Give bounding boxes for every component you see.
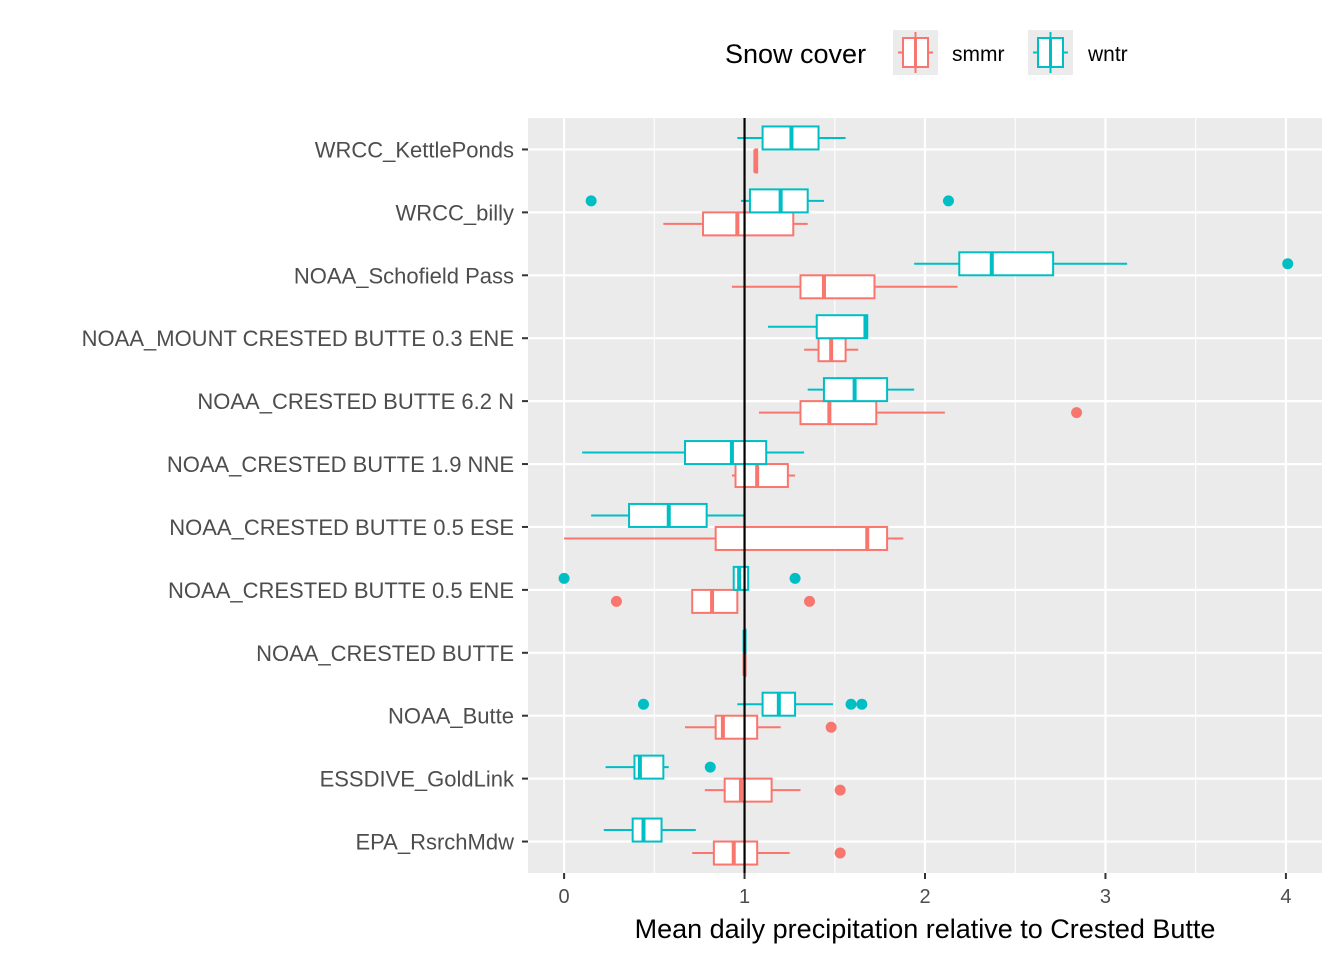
outlier-point [585,195,597,207]
box-wntr [768,314,869,340]
outlier-point [825,721,837,733]
outlier-point [834,784,846,796]
outlier-point [789,572,801,584]
box-smmr [731,274,958,300]
box-smmr [684,714,837,740]
box-iqr [799,400,878,426]
x-tick-label: 0 [559,886,570,908]
outlier-point [834,847,846,859]
outlier-point [845,698,857,710]
y-tick-label: NOAA_CRESTED BUTTE 6.2 N [197,389,514,414]
box-iqr [723,777,773,803]
outlier-point [704,761,716,773]
box-smmr [753,148,759,174]
outlier-point [1282,258,1294,270]
legend-key-wntr [1028,30,1073,75]
y-tick-label: EPA_RsrchMdw [355,830,514,855]
legend-key-smmr [893,30,938,75]
box-smmr [663,211,808,237]
box-iqr [691,588,739,614]
box-smmr [692,840,846,866]
box-wntr [807,377,915,403]
box-iqr [702,211,795,237]
box-wntr [603,817,696,843]
outlier-point [558,572,570,584]
box-iqr [799,274,876,300]
box-wntr [914,251,1294,277]
box-smmr [610,588,816,614]
box-iqr [815,314,869,340]
x-axis-title: Mean daily precipitation relative to Cre… [635,914,1216,944]
x-axis: 0 1 2 3 4 [559,873,1291,908]
outlier-point [804,595,816,607]
box-wntr [737,125,846,151]
box-iqr [714,714,759,740]
outlier-point [637,698,649,710]
y-tick-label: WRCC_billy [395,200,514,225]
box-iqr [683,440,768,466]
box-wntr [585,188,954,214]
box-wntr [637,691,868,717]
y-tick-label: NOAA_Schofield Pass [294,263,514,288]
box-smmr [758,400,1083,426]
y-tick-label: NOAA_MOUNT CRESTED BUTTE 0.3 ENE [82,326,514,351]
x-tick-label: 2 [919,886,930,908]
y-tick-label: NOAA_CRESTED BUTTE 0.5 ENE [168,578,514,603]
legend: Snow cover smmr wntr [725,30,1128,75]
legend-label-smmr: smmr [952,43,1004,66]
box-iqr [734,463,789,489]
box-wntr [591,502,745,528]
box-smmr [564,525,904,551]
x-tick-label: 3 [1100,886,1111,908]
x-tick-label: 4 [1280,886,1291,908]
box-smmr [731,463,796,489]
box-iqr [958,251,1055,277]
outlier-point [1071,407,1083,419]
y-tick-label: NOAA_CRESTED BUTTE 0.5 ESE [169,515,514,540]
grid-lines [528,118,1322,873]
y-tick-label: NOAA_Butte [388,704,514,729]
x-tick-label: 1 [739,886,750,908]
box-iqr [631,817,663,843]
y-tick-label: NOAA_CRESTED BUTTE [256,641,514,666]
legend-title: Snow cover [725,39,866,69]
y-tick-label: ESSDIVE_GoldLink [320,767,515,792]
y-axis: WRCC_KettlePonds WRCC_billy NOAA_Schofield… [82,137,528,855]
box-iqr [714,525,889,551]
outlier-point [942,195,954,207]
y-tick-label: WRCC_KettlePonds [315,137,514,162]
legend-label-wntr: wntr [1087,43,1128,66]
box-smmr [704,777,846,803]
outlier-point [610,595,622,607]
y-tick-label: NOAA_CRESTED BUTTE 1.9 NNE [167,452,514,477]
boxes-group [558,125,1294,866]
box-wntr [605,754,716,780]
outlier-point [856,698,868,710]
box-wntr [582,440,805,466]
